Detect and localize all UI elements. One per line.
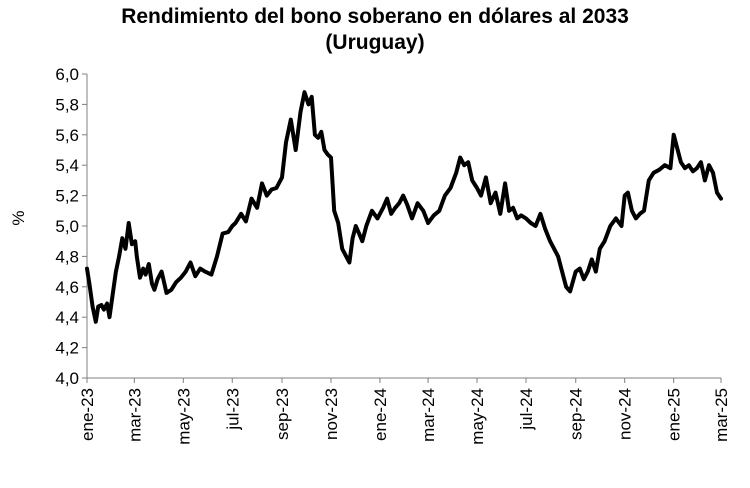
x-tick-label: nov-23 — [322, 388, 341, 440]
x-tick-label: may-24 — [468, 388, 487, 445]
x-tick-label: nov-24 — [616, 388, 635, 440]
y-tick-label: 4,8 — [55, 247, 79, 266]
y-tick-label: 5,6 — [55, 126, 79, 145]
y-axis-label: % — [9, 210, 28, 225]
y-tick-label: 5,4 — [55, 156, 79, 175]
x-tick-label: mar-23 — [125, 388, 144, 442]
chart-title: Rendimiento del bono soberano en dólares… — [0, 4, 750, 56]
chart-axes — [86, 74, 721, 379]
x-axis-ticks: ene-23 mar-23 may-23 jul-23 sep-23 nov-23 ene-… — [78, 378, 731, 445]
y-tick-label: 5,8 — [55, 95, 79, 114]
x-tick-label: sep-24 — [567, 388, 586, 440]
x-tick-label: mar-24 — [419, 388, 438, 442]
x-tick-label: ene-25 — [665, 388, 684, 441]
series-group — [85, 90, 723, 324]
chart-title-line-2: (Uruguay) — [325, 31, 425, 54]
x-tick-label: may-23 — [174, 388, 193, 445]
y-tick-label: 5,2 — [55, 187, 79, 206]
x-tick-label: sep-23 — [273, 388, 292, 440]
x-tick-label: ene-23 — [78, 388, 97, 441]
y-tick-label: 5,0 — [55, 217, 79, 236]
x-tick-label: jul-24 — [517, 388, 536, 431]
y-tick-label: 6,0 — [55, 65, 79, 84]
y-tick-label: 4,2 — [55, 339, 79, 358]
chart-title-line-1: Rendimiento del bono soberano en dólares… — [121, 5, 629, 28]
y-tick-label: 4,6 — [55, 278, 79, 297]
x-tick-label: mar-25 — [712, 388, 731, 442]
y-tick-label: 4,0 — [55, 369, 79, 388]
y-axis-ticks: 4,0 4,2 4,4 4,6 4,8 5,0 5,2 5,4 5,6 5,8 6,0 — [55, 65, 87, 388]
x-tick-label: ene-24 — [371, 388, 390, 441]
y-tick-label: 4,4 — [55, 308, 79, 327]
x-tick-label: jul-23 — [223, 388, 242, 431]
series-line — [85, 90, 723, 324]
